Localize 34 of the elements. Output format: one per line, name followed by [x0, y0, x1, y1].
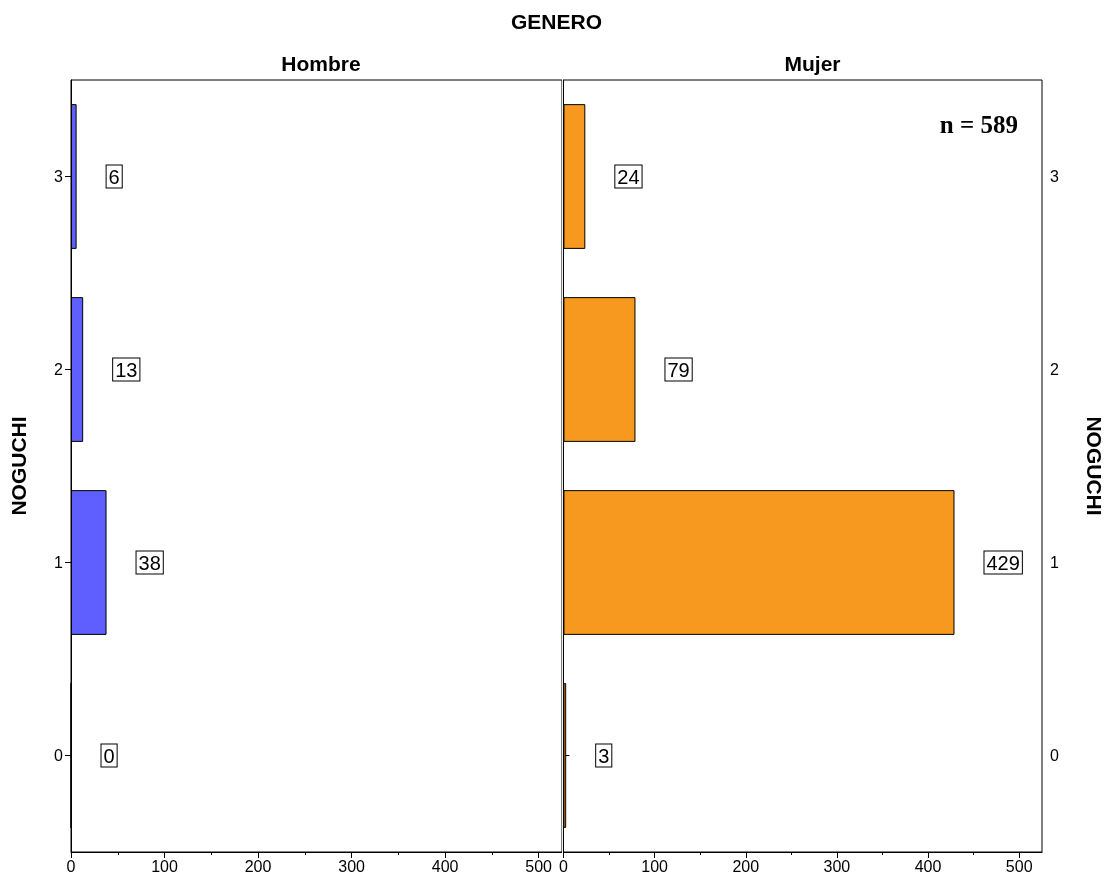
y-tick-label: 2	[1050, 361, 1059, 378]
y-tick-label: 1	[1050, 554, 1059, 571]
data-label: 38	[138, 551, 161, 574]
y-tick-label: 1	[54, 554, 64, 571]
chart-subtitle: Mujer	[784, 52, 841, 75]
x-tick-label: 300	[338, 857, 366, 875]
x-tick-label: 400	[431, 857, 459, 875]
y-tick-label: 3	[1050, 168, 1059, 185]
x-tick-label: 500	[1005, 857, 1033, 875]
data-label: 79	[667, 358, 690, 381]
data-label: 429	[986, 551, 1020, 574]
y-tick-label: 3	[54, 168, 64, 185]
x-tick-label: 0	[66, 857, 76, 875]
annotation: n = 589	[939, 111, 1019, 138]
x-tick-label: 400	[914, 857, 942, 875]
y-tick-label: 0	[54, 747, 64, 764]
x-tick-label: 500	[525, 857, 553, 875]
y-tick-label: 0	[1050, 747, 1059, 764]
x-tick-label: 100	[151, 857, 178, 875]
y-axis-title: NOGUCHI	[7, 416, 30, 516]
data-label: 13	[115, 358, 138, 381]
data-label: 3	[598, 744, 610, 767]
x-tick-label: 0	[559, 857, 568, 875]
y-axis-title: NOGUCHI	[1083, 416, 1106, 516]
x-tick-label: 200	[732, 857, 760, 875]
y-tick-label: 2	[54, 361, 64, 378]
x-tick-label: 300	[823, 857, 851, 875]
data-label: 24	[617, 165, 640, 188]
data-label: 6	[108, 165, 120, 188]
chart-title: GENERO	[510, 10, 603, 34]
chart-subtitle: Hombre	[281, 52, 361, 75]
x-tick-label: 100	[641, 857, 669, 875]
data-label: 0	[103, 744, 115, 767]
x-tick-label: 200	[244, 857, 272, 875]
